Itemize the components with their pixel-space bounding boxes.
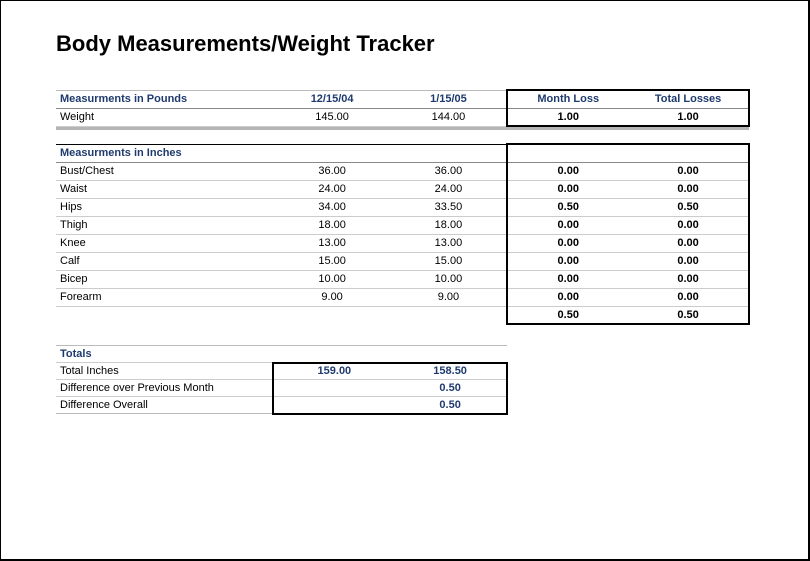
inches-row-0: Bust/Chest36.0036.000.000.00 (56, 162, 749, 180)
inches-month-loss: 0.00 (507, 288, 628, 306)
inches-row-3: Thigh18.0018.000.000.00 (56, 216, 749, 234)
inches-total-loss: 0.00 (628, 288, 749, 306)
inches-v2: 36.00 (391, 162, 508, 180)
inches-label: Hips (56, 198, 274, 216)
totals-header-label: Totals (56, 346, 273, 363)
inches-row-4: Knee13.0013.000.000.00 (56, 234, 749, 252)
inches-label: Thigh (56, 216, 274, 234)
weight-total-loss: 1.00 (628, 108, 749, 126)
inches-total-loss: 0.00 (628, 216, 749, 234)
blank (274, 144, 391, 162)
inches-v1: 18.00 (274, 216, 391, 234)
inches-sum-row: 0.50 0.50 (56, 306, 749, 324)
totals-v2-1: 0.50 (390, 380, 507, 397)
inches-v2: 13.00 (391, 234, 508, 252)
inches-v1: 24.00 (274, 180, 391, 198)
totals-label-1: Difference over Previous Month (56, 380, 273, 397)
inches-v1: 13.00 (274, 234, 391, 252)
blank (390, 346, 507, 363)
inches-v2: 33.50 (391, 198, 508, 216)
weight-v2: 144.00 (391, 108, 508, 126)
blank (391, 306, 508, 324)
inches-total-loss: 0.50 (628, 198, 749, 216)
inches-sum-total: 0.50 (628, 306, 749, 324)
blank (274, 306, 391, 324)
inches-row-7: Forearm9.009.000.000.00 (56, 288, 749, 306)
inches-total-loss: 0.00 (628, 162, 749, 180)
inches-v2: 15.00 (391, 252, 508, 270)
totals-row-2: Difference Overall 0.50 (56, 397, 507, 414)
inches-row-2: Hips34.0033.500.500.50 (56, 198, 749, 216)
inches-v2: 24.00 (391, 180, 508, 198)
spacer (56, 130, 749, 144)
inches-section-label: Measurments in Inches (56, 144, 274, 162)
inches-total-loss: 0.00 (628, 252, 749, 270)
inches-month-loss: 0.00 (507, 180, 628, 198)
weight-month-loss: 1.00 (507, 108, 628, 126)
inches-total-loss: 0.00 (628, 180, 749, 198)
inches-month-loss: 0.00 (507, 270, 628, 288)
totals-table: Totals Total Inches 159.00 158.50 Differ… (56, 345, 508, 415)
date2-header: 1/15/05 (391, 90, 508, 108)
inches-month-loss: 0.00 (507, 162, 628, 180)
inches-month-loss: 0.00 (507, 216, 628, 234)
inches-header-row: Measurments in Inches (56, 144, 749, 162)
inches-v1: 9.00 (274, 288, 391, 306)
blank (273, 346, 390, 363)
weight-row: Weight 145.00 144.00 1.00 1.00 (56, 108, 749, 126)
inches-label: Forearm (56, 288, 274, 306)
inches-v2: 10.00 (391, 270, 508, 288)
pounds-header-row: Measurments in Pounds 12/15/04 1/15/05 M… (56, 90, 749, 108)
weight-label: Weight (56, 108, 274, 126)
inches-label: Bicep (56, 270, 274, 288)
totals-label-0: Total Inches (56, 363, 273, 380)
pounds-section-label: Measurments in Pounds (56, 90, 274, 108)
inches-v2: 18.00 (391, 216, 508, 234)
totals-v1-0: 159.00 (273, 363, 390, 380)
total-losses-header: Total Losses (628, 90, 749, 108)
inches-row-6: Bicep10.0010.000.000.00 (56, 270, 749, 288)
inches-label: Knee (56, 234, 274, 252)
totals-row-0: Total Inches 159.00 158.50 (56, 363, 507, 380)
inches-sum-month: 0.50 (507, 306, 628, 324)
inches-row-5: Calf15.0015.000.000.00 (56, 252, 749, 270)
inches-total-loss: 0.00 (628, 270, 749, 288)
inches-v1: 15.00 (274, 252, 391, 270)
inches-total-loss: 0.00 (628, 234, 749, 252)
totals-v1-1 (273, 380, 390, 397)
blank (56, 306, 274, 324)
blank (507, 144, 628, 162)
page-title: Body Measurements/Weight Tracker (56, 31, 763, 57)
totals-v1-2 (273, 397, 390, 414)
inches-label: Bust/Chest (56, 162, 274, 180)
totals-header-row: Totals (56, 346, 507, 363)
blank (391, 144, 508, 162)
blank (628, 144, 749, 162)
inches-v1: 36.00 (274, 162, 391, 180)
tracker-table: Measurments in Pounds 12/15/04 1/15/05 M… (56, 89, 750, 325)
totals-row-1: Difference over Previous Month 0.50 (56, 380, 507, 397)
inches-v2: 9.00 (391, 288, 508, 306)
inches-month-loss: 0.00 (507, 234, 628, 252)
totals-v2-0: 158.50 (390, 363, 507, 380)
inches-month-loss: 0.50 (507, 198, 628, 216)
inches-v1: 34.00 (274, 198, 391, 216)
totals-label-2: Difference Overall (56, 397, 273, 414)
month-loss-header: Month Loss (507, 90, 628, 108)
inches-label: Calf (56, 252, 274, 270)
inches-month-loss: 0.00 (507, 252, 628, 270)
inches-row-1: Waist24.0024.000.000.00 (56, 180, 749, 198)
weight-v1: 145.00 (274, 108, 391, 126)
inches-label: Waist (56, 180, 274, 198)
date1-header: 12/15/04 (274, 90, 391, 108)
page: Body Measurements/Weight Tracker Measurm… (0, 0, 810, 561)
inches-v1: 10.00 (274, 270, 391, 288)
totals-v2-2: 0.50 (390, 397, 507, 414)
